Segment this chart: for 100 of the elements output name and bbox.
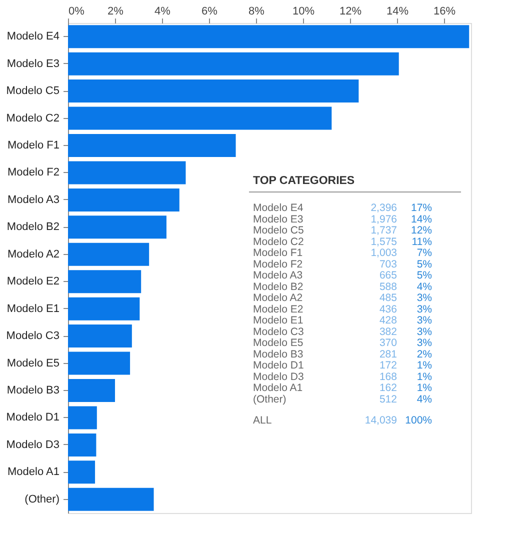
annotation: Modelo C2 (253, 236, 304, 248)
annotation: 1,737 (370, 224, 398, 236)
annotation: 436 (379, 303, 398, 316)
annotation: 665 (379, 270, 398, 282)
y-tick-label: Modelo C2 (6, 112, 60, 124)
y-tick-label: Modelo A1 (8, 466, 60, 478)
annotation: Modelo C5 (253, 224, 304, 236)
bar (68, 52, 399, 76)
y-tick-label: Modelo A2 (8, 248, 60, 260)
annotation: 5% (416, 270, 432, 282)
annotation: Modelo F2 (253, 258, 303, 270)
y-tick-label: Modelo F1 (8, 140, 60, 152)
bar (68, 297, 140, 320)
annotation: 1,575 (370, 236, 398, 248)
annotation: 370 (379, 337, 398, 349)
y-tick-label: Modelo E4 (6, 30, 60, 43)
x-tick-label: 16% (433, 6, 456, 18)
annotation: 3% (416, 326, 432, 338)
annotation: 172 (379, 360, 398, 372)
annotation: 588 (379, 280, 398, 293)
annotation: Modelo A3 (253, 270, 303, 282)
bar (68, 352, 130, 375)
x-tick-label: 0% (68, 6, 85, 18)
annotation: Modelo D1 (253, 360, 304, 372)
x-tick-label: 14% (386, 6, 409, 18)
annotation: 17% (410, 202, 432, 214)
x-tick-label: 2% (108, 6, 124, 18)
annotation: 162 (379, 382, 398, 394)
annotation: 1% (416, 382, 432, 394)
y-tick-label: Modelo C3 (6, 330, 60, 342)
annotation: TOP CATEGORIES (253, 175, 355, 187)
annotation: 2,396 (370, 202, 398, 214)
annotation: (Other) (253, 393, 286, 406)
annotation: 1% (416, 370, 432, 383)
bar (68, 188, 180, 212)
bar (68, 379, 115, 402)
annotation: 428 (379, 314, 398, 326)
bar (68, 406, 97, 430)
x-tick-label: 4% (154, 6, 171, 18)
bar (68, 460, 96, 484)
annotation: Modelo B2 (253, 280, 304, 293)
annotation: Modelo A2 (253, 292, 303, 304)
y-tick-label: Modelo A3 (8, 194, 60, 206)
annotation: 4% (416, 393, 432, 406)
bar (68, 242, 150, 266)
y-tick-label: Modelo B3 (6, 384, 60, 396)
y-tick-label: (Other) (24, 493, 60, 506)
annotation: 1% (416, 360, 432, 372)
bar (68, 25, 470, 48)
annotation: Modelo F1 (253, 247, 303, 259)
x-tick-label: 8% (248, 6, 265, 18)
annotation: Modelo D3 (253, 370, 304, 383)
annotation: 3% (416, 337, 432, 349)
y-tick-label: Modelo E1 (6, 302, 60, 315)
annotation: Modelo E3 (253, 213, 304, 226)
annotation: Modelo B3 (253, 348, 304, 360)
annotation: 4% (416, 280, 432, 293)
bar (68, 270, 142, 294)
bar (68, 134, 236, 157)
bar (68, 80, 359, 103)
annotation: 1,976 (370, 213, 398, 226)
bar (68, 433, 96, 456)
annotation: 281 (379, 348, 398, 360)
annotation: Modelo E2 (253, 303, 304, 316)
x-tick-label: 10% (292, 6, 315, 18)
annotation: 100% (405, 414, 432, 426)
bar (68, 161, 186, 184)
annotation: 14,039 (364, 414, 398, 426)
bar (68, 488, 154, 511)
annotation: 485 (379, 292, 398, 304)
annotation: Modelo E4 (253, 202, 304, 214)
annotation: 12% (410, 224, 432, 236)
annotation: Modelo E1 (253, 314, 304, 326)
bar (68, 216, 166, 239)
y-tick-label: Modelo F2 (8, 166, 60, 179)
annotation: Modelo C3 (253, 326, 304, 338)
annotation: 2% (416, 348, 432, 360)
y-tick-label: Modelo E2 (6, 276, 60, 288)
annotation: 703 (379, 258, 398, 270)
y-tick-label: Modelo D1 (6, 412, 60, 424)
annotation: 3% (416, 303, 432, 316)
annotation: 11% (412, 236, 432, 248)
annotation: 3% (416, 292, 432, 304)
y-tick-label: Modelo C5 (6, 85, 60, 98)
bar (68, 106, 332, 130)
y-tick-label: Modelo E5 (6, 357, 60, 370)
y-tick-label: Modelo D3 (6, 438, 60, 451)
annotation: 5% (416, 258, 432, 270)
y-tick-label: Modelo B2 (6, 221, 60, 234)
annotation: 1,003 (370, 247, 398, 259)
annotation: 512 (379, 393, 398, 406)
annotation: Modelo A1 (253, 382, 303, 394)
bar (68, 324, 132, 348)
annotation: 3% (416, 314, 432, 326)
annotation: Modelo E5 (253, 337, 304, 349)
x-tick-label: 12% (339, 6, 362, 18)
y-tick-label: Modelo E3 (6, 58, 60, 70)
annotation: 168 (379, 370, 398, 383)
annotation: 7% (416, 247, 432, 259)
annotation: 14% (410, 213, 432, 226)
